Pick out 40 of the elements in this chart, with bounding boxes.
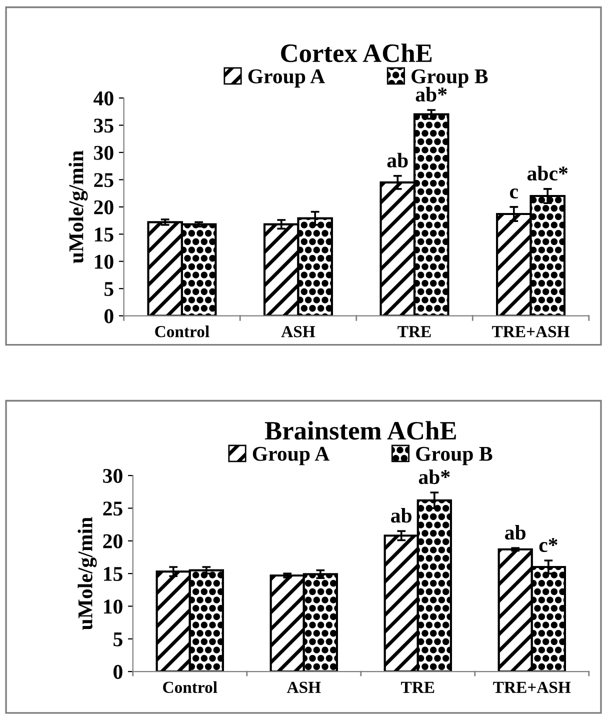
- x-tick-label: TRE+ASH: [493, 682, 571, 693]
- legend-label: Group B: [416, 446, 492, 466]
- legend-label: Group A: [248, 69, 325, 88]
- y-tick-label: 10: [104, 600, 122, 614]
- y-tick-label: 35: [94, 118, 114, 133]
- y-tick-label: 30: [94, 146, 114, 160]
- y-tick-label: 25: [94, 173, 114, 188]
- y-axis-title: uMole/g/min: [78, 517, 97, 630]
- y-tick-label: 20: [103, 534, 122, 548]
- x-tick-label: Control: [155, 326, 210, 338]
- annotation: ab: [387, 152, 408, 168]
- legend-label: Group A: [252, 446, 330, 466]
- x-tick-label: ASH: [286, 682, 321, 693]
- chart-title: Cortex AChE: [281, 44, 432, 62]
- x-tick-label: Control: [163, 681, 218, 693]
- annotation: ab: [391, 508, 412, 523]
- chart-title: Brainstem AChE: [264, 421, 456, 440]
- y-tick-label: 10: [94, 254, 114, 269]
- y-tick-label: 15: [94, 228, 114, 242]
- annotation: abc*: [527, 166, 568, 181]
- x-tick-label: TRE+ASH: [492, 326, 570, 338]
- annotation: c*: [539, 538, 558, 552]
- y-tick-label: 20: [94, 200, 114, 214]
- annotation: c: [510, 188, 518, 198]
- y-axis-title: uMole/g/min: [68, 150, 88, 264]
- y-tick-label: 5: [104, 282, 114, 296]
- annotation: ab: [505, 524, 526, 540]
- y-tick-label: 0: [104, 309, 114, 324]
- legend-label: Group B: [412, 69, 488, 88]
- y-tick-label: 0: [114, 664, 122, 679]
- y-tick-label: 40: [94, 91, 114, 106]
- y-tick-label: 5: [114, 632, 122, 646]
- x-tick-label: TRE: [398, 326, 431, 338]
- x-tick-label: TRE: [401, 682, 434, 693]
- y-tick-label: 30: [103, 468, 122, 483]
- annotation: ab*: [416, 86, 447, 102]
- y-tick-label: 25: [103, 502, 122, 516]
- x-tick-label: ASH: [281, 326, 316, 338]
- annotation: ab*: [418, 469, 450, 484]
- y-tick-label: 15: [104, 567, 122, 581]
